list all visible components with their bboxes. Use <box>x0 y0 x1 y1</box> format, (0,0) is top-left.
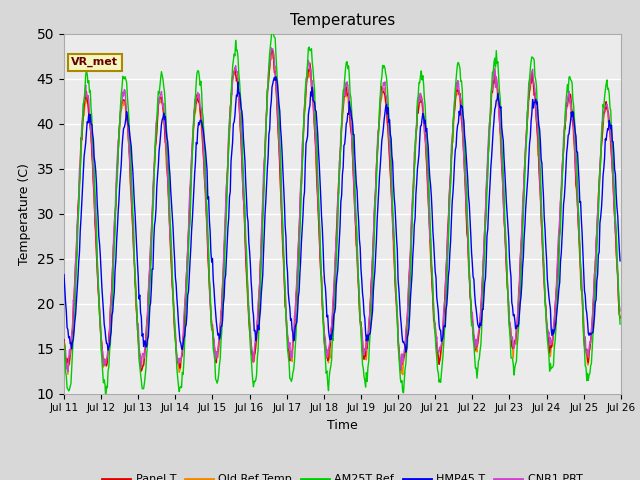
X-axis label: Time: Time <box>327 419 358 432</box>
Text: VR_met: VR_met <box>71 57 118 67</box>
Legend: Panel T, Old Ref Temp, AM25T Ref, HMP45 T, CNR1 PRT: Panel T, Old Ref Temp, AM25T Ref, HMP45 … <box>98 470 587 480</box>
Y-axis label: Temperature (C): Temperature (C) <box>18 163 31 264</box>
Title: Temperatures: Temperatures <box>290 13 395 28</box>
